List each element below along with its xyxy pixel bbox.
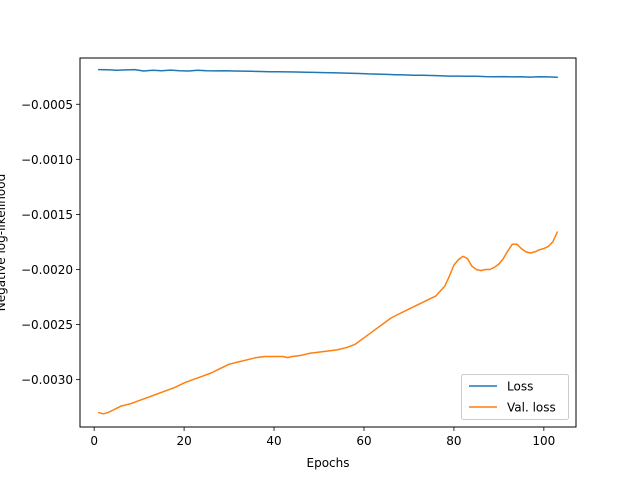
y-tick-label: −0.0005 [21,98,73,112]
x-tick-label: 100 [532,434,555,448]
series-line-loss [97,68,559,79]
y-tick-label: −0.0030 [21,373,73,387]
y-tick-label: −0.0015 [21,208,73,222]
x-tick-label: 20 [176,434,191,448]
x-tick-label: 0 [90,434,98,448]
y-axis-ticks: −0.0030 −0.0025 −0.0020 −0.0015 −0.0010 −0.00… [21,98,80,387]
x-tick-label: 80 [446,434,461,448]
legend: Loss Val. loss [461,374,569,420]
legend-label-loss: Loss [507,380,533,394]
series-layer [97,68,559,415]
x-tick-label: 60 [356,434,371,448]
y-axis-title: Negative log-likelihood [0,174,8,311]
series-line-val-loss [97,231,559,415]
plot-frame [79,57,577,428]
x-axis-ticks: 0 20 40 60 80 100 [90,427,555,448]
y-tick-label: −0.0010 [21,153,73,167]
y-tick-label: −0.0020 [21,263,73,277]
plot-area [80,58,576,427]
legend-label-val-loss: Val. loss [507,401,556,415]
x-axis-title: Epochs [307,456,350,470]
x-tick-label: 40 [266,434,281,448]
y-tick-label: −0.0025 [21,318,73,332]
